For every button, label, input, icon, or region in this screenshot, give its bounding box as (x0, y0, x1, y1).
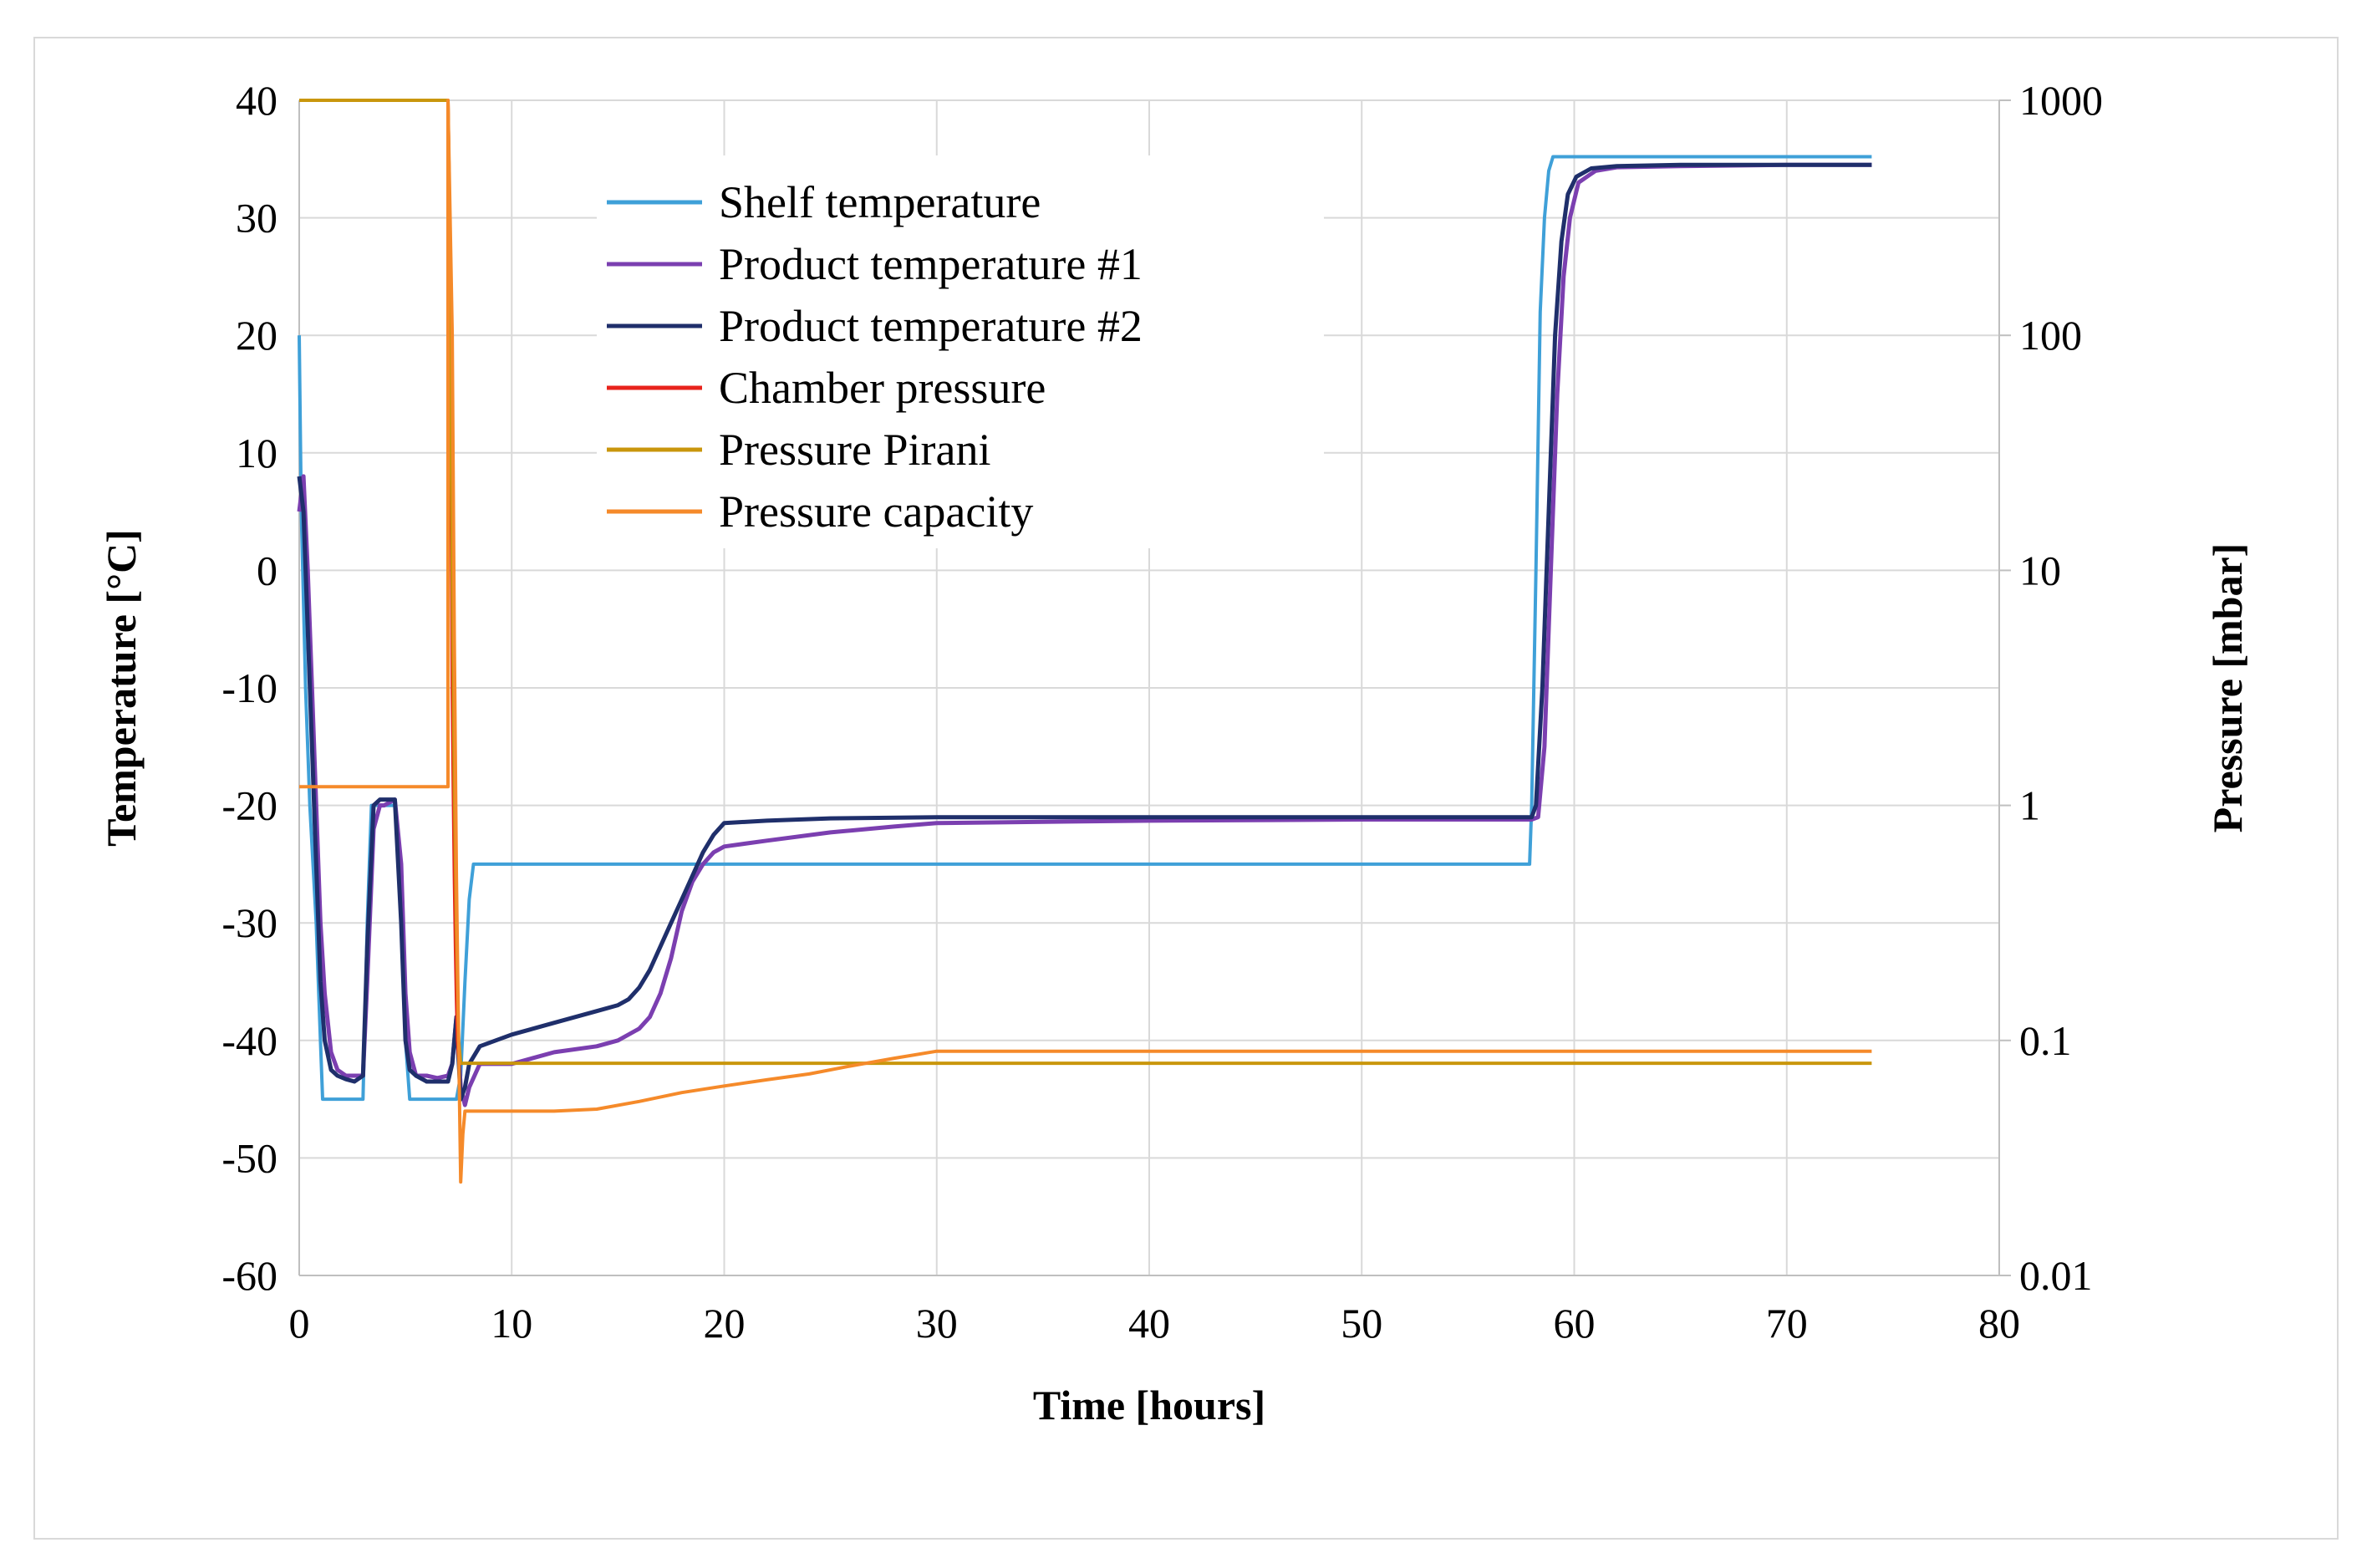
y2-tick-label: 1000 (2019, 77, 2103, 124)
legend-label: Pressure Pirani (719, 425, 990, 475)
legend-label: Pressure capacity (719, 486, 1033, 537)
x-tick-label: 0 (289, 1300, 310, 1347)
legend-label: Chamber pressure (719, 363, 1046, 413)
y2-tick-label: 100 (2019, 312, 2082, 359)
legend-label: Product temperature #1 (719, 239, 1143, 289)
chart-frame: 40 30 20 10 0 -10 -20 -30 -40 -50 -60 0 10 20 30 40 50 60… (33, 37, 2339, 1540)
legend-background (597, 155, 1324, 548)
y-tick-label: -60 (221, 1252, 277, 1299)
y2-tick-label: 10 (2019, 547, 2061, 593)
y-axis-title: Temperature [°C] (98, 529, 145, 847)
x-tick-label: 70 (1766, 1300, 1808, 1347)
y-tick-label: 10 (236, 430, 277, 476)
y2-tick-label: 0.01 (2019, 1252, 2093, 1299)
x-tick-label: 40 (1128, 1300, 1170, 1347)
x-axis-title: Time [hours] (1033, 1382, 1265, 1428)
series-line-2 (297, 162, 1872, 1107)
y-tick-label: 30 (236, 195, 277, 242)
series-line-6 (299, 99, 1872, 1184)
x-tick-label: 30 (916, 1300, 958, 1347)
series-line-1 (298, 155, 1872, 1102)
series-line-5 (299, 99, 1872, 1066)
y-tick-label: 20 (236, 312, 277, 359)
y-tick-label: -50 (221, 1134, 277, 1181)
x-tick-label: 80 (1978, 1300, 2020, 1347)
x-tick-label: 60 (1554, 1300, 1596, 1347)
y2-axis-title: Pressure [mbar] (2204, 543, 2251, 833)
y-tick-label: -40 (221, 1017, 277, 1064)
y2-tick-label: 1 (2019, 782, 2040, 829)
y2-tick-label: 0.1 (2019, 1017, 2072, 1064)
y-tick-label: -30 (221, 899, 277, 946)
legend-label: Product temperature #2 (719, 301, 1143, 351)
y-tick-label: -20 (221, 782, 277, 829)
x-tick-label: 10 (491, 1300, 532, 1347)
series-line-3 (297, 162, 1872, 1102)
y-tick-label: 0 (257, 547, 277, 593)
x-tick-label: 50 (1341, 1300, 1382, 1347)
legend-label: Shelf temperature (719, 177, 1041, 227)
y-tick-label: 40 (236, 77, 277, 124)
x-tick-label: 20 (704, 1300, 746, 1347)
y-tick-label: -10 (221, 664, 277, 711)
